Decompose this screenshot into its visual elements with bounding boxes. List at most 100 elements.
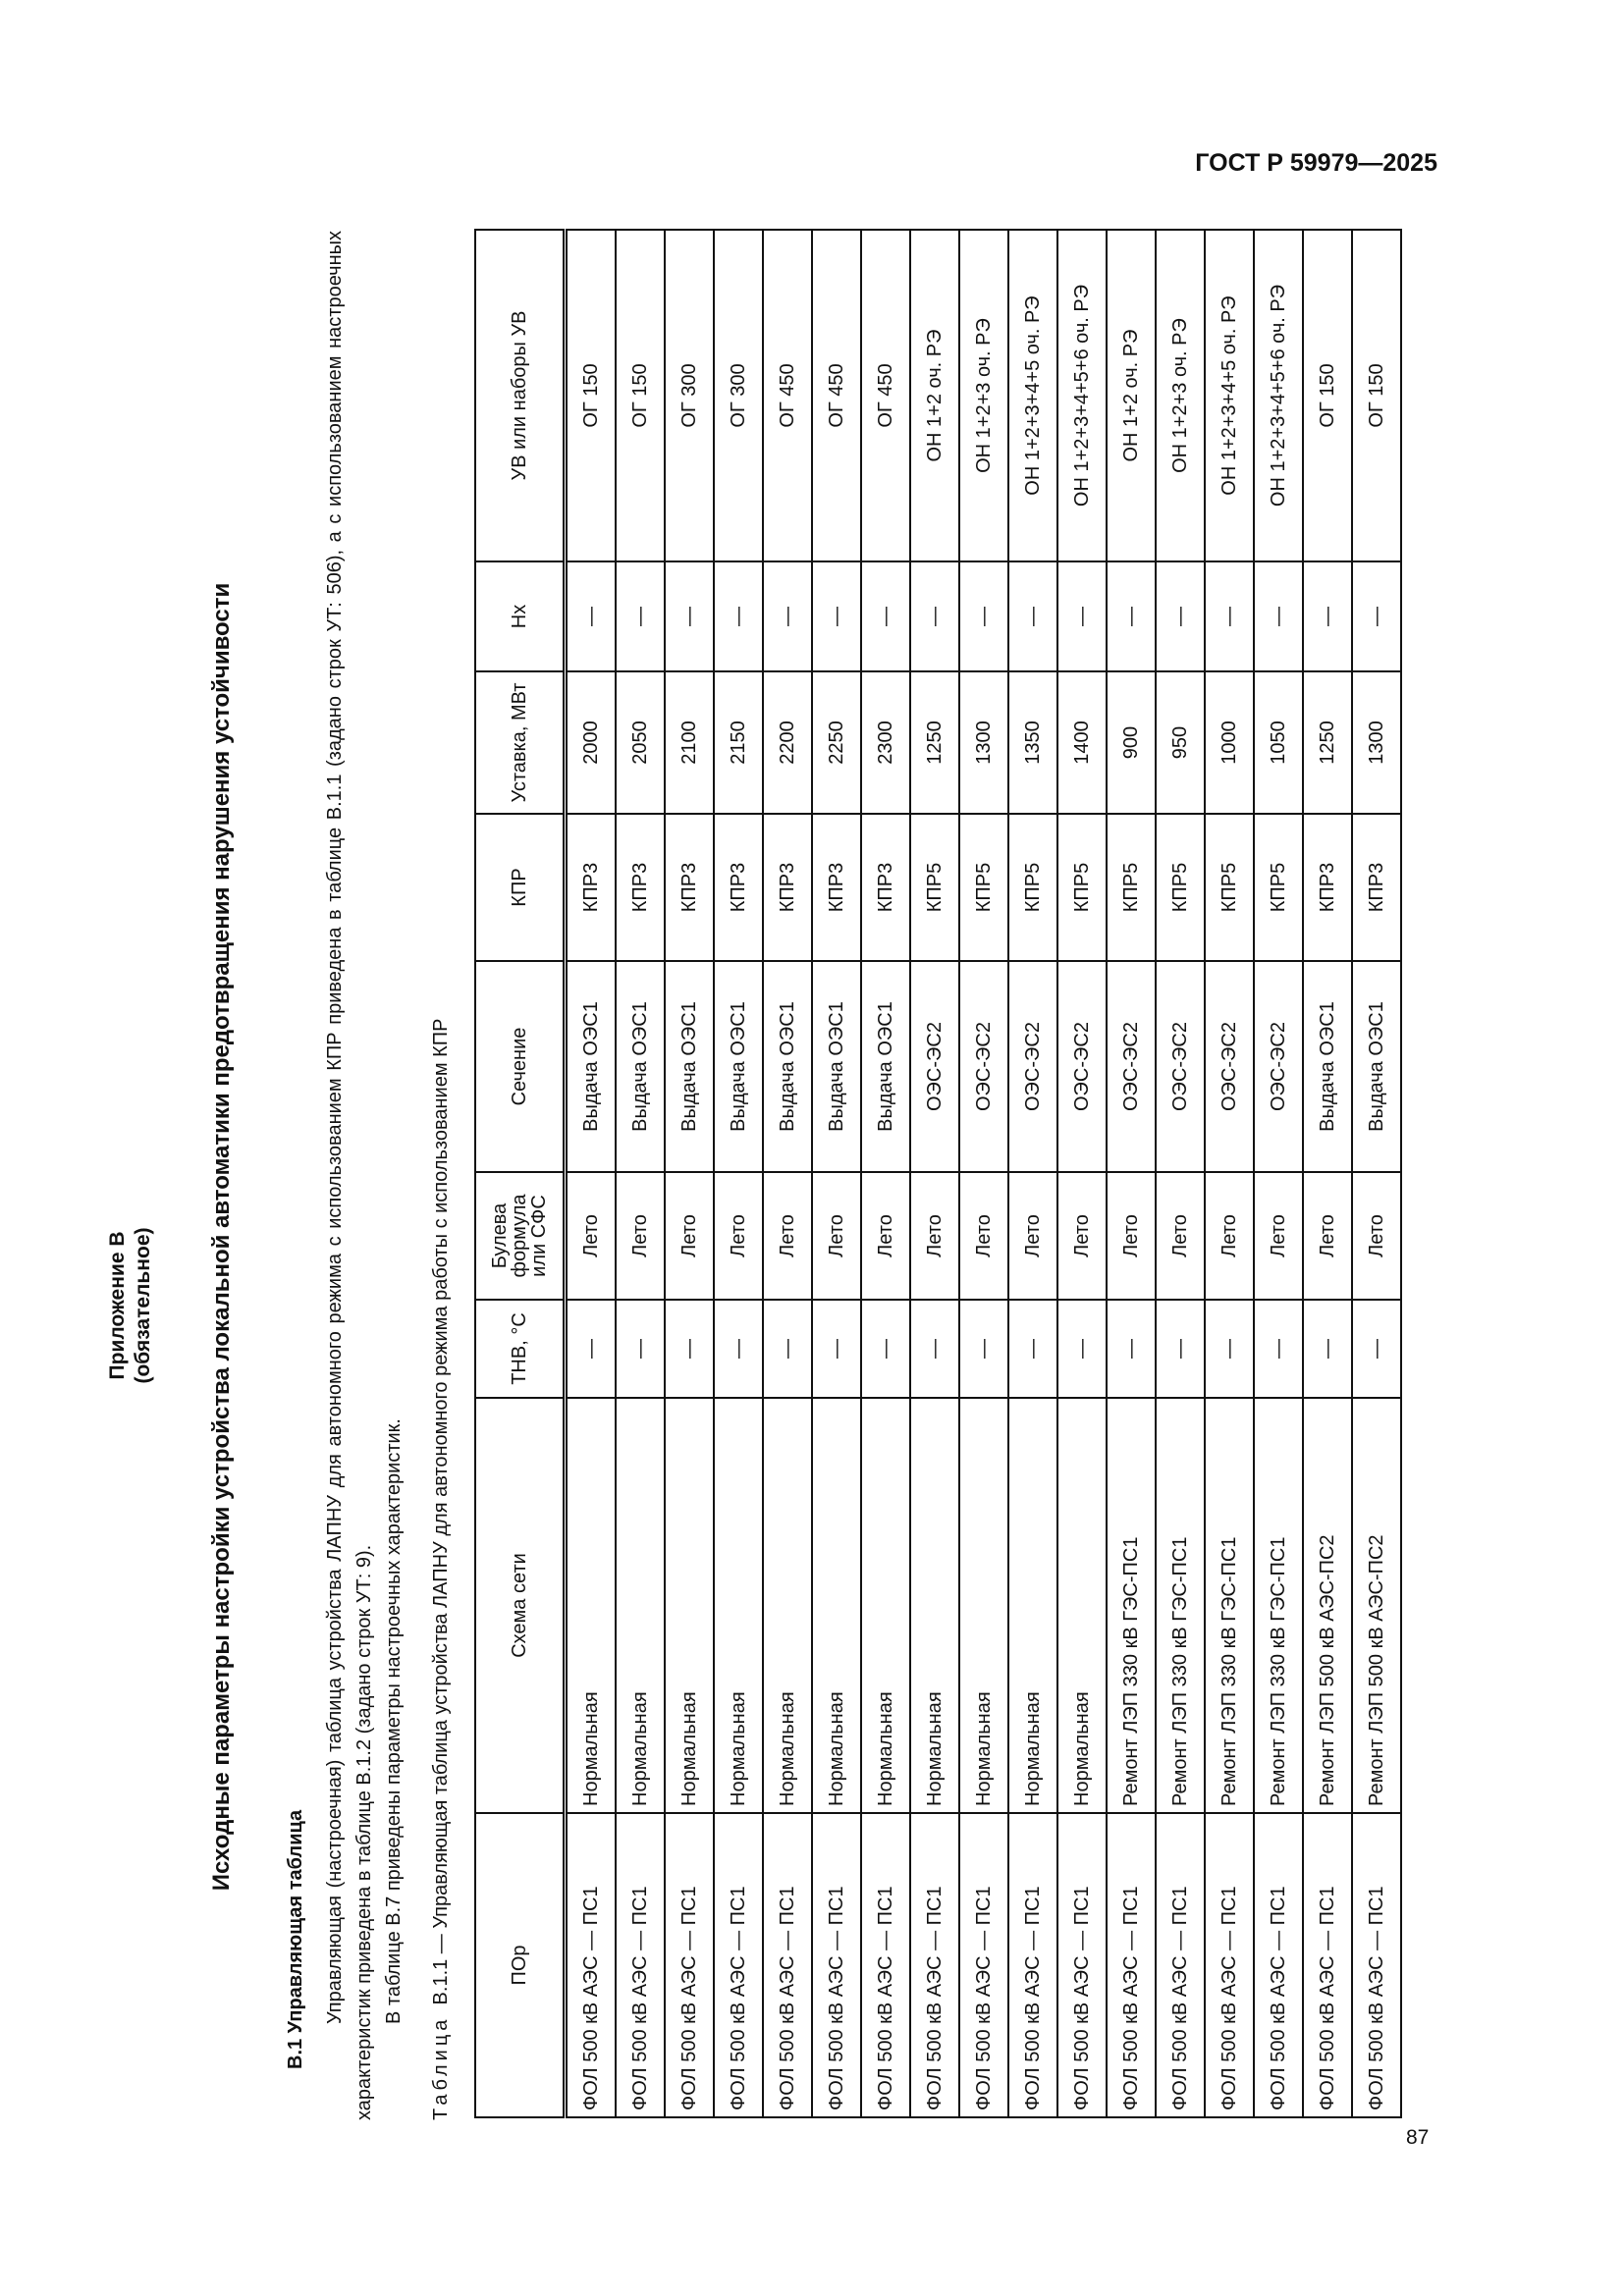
table-cell: 1050: [1254, 671, 1303, 814]
table-cell: КПР5: [1008, 814, 1057, 961]
column-header: Схема сети: [475, 1398, 566, 1813]
section-body: Управляющая (настроечная) таблица устрой…: [320, 231, 408, 2120]
main-title: Исходные параметры настройки устройства …: [208, 582, 235, 1892]
table-cell: Лето: [763, 1172, 812, 1300]
table-cell: —: [665, 1300, 714, 1398]
column-header: Сечение: [475, 961, 566, 1172]
paragraph: Управляющая (настроечная) таблица устрой…: [324, 231, 375, 2120]
table-row: ФОЛ 500 кВ АЭС — ПС1 Ремонт ЛЭП 330 кВ ГЭ…: [1254, 230, 1303, 2117]
table-cell: КПР3: [1352, 814, 1401, 961]
table-cell: ФОЛ 500 кВ АЭС — ПС1: [1352, 1813, 1401, 2117]
table-cell: Нормальная: [1057, 1398, 1107, 1813]
table-cell: —: [1303, 1300, 1352, 1398]
table-cell: ОН 1+2 оч. РЭ: [910, 230, 959, 561]
table-row: ФОЛ 500 кВ АЭС — ПС1 Ремонт ЛЭП 330 кВ ГЭ…: [1107, 230, 1156, 2117]
table-cell: Нормальная: [665, 1398, 714, 1813]
table-row: ФОЛ 500 кВ АЭС — ПС1 Нормальная — Лето ОЭС-Э…: [959, 230, 1008, 2117]
table-cell: ОН 1+2+3 оч. РЭ: [1156, 230, 1205, 561]
table-cell: Нормальная: [714, 1398, 763, 1813]
table-cell: КПР5: [1057, 814, 1107, 961]
table-cell: КПР5: [1254, 814, 1303, 961]
table-cell: ОН 1+2+3+4+5+6 оч. РЭ: [1254, 230, 1303, 561]
table-cell: ОГ 450: [812, 230, 861, 561]
table-cell: КПР3: [714, 814, 763, 961]
table-cell: —: [616, 1300, 665, 1398]
table-cell: 1350: [1008, 671, 1057, 814]
table-cell: КПР3: [812, 814, 861, 961]
caption-label: Таблица: [430, 2015, 452, 2120]
table-cell: КПР5: [959, 814, 1008, 961]
table-cell: КПР5: [1107, 814, 1156, 961]
table-cell: 2300: [861, 671, 910, 814]
table-cell: —: [1205, 561, 1254, 671]
table-cell: —: [1008, 561, 1057, 671]
table-row: ФОЛ 500 кВ АЭС — ПС1 Ремонт ЛЭП 500 кВ АЭ…: [1303, 230, 1352, 2117]
table-row: ФОЛ 500 кВ АЭС — ПС1 Нормальная — Лето Выдач…: [812, 230, 861, 2117]
table-cell: 1000: [1205, 671, 1254, 814]
table-cell: ФОЛ 500 кВ АЭС — ПС1: [1205, 1813, 1254, 2117]
paragraph: В таблице В.7 приведены параметры настро…: [383, 1418, 405, 2024]
table-cell: ФОЛ 500 кВ АЭС — ПС1: [1107, 1813, 1156, 2117]
table-cell: Ремонт ЛЭП 500 кВ АЭС-ПС2: [1352, 1398, 1401, 1813]
table-caption: Таблица В.1.1 — Управляющая таблица устр…: [430, 1018, 453, 2120]
section-heading: В.1 Управляющая таблица: [285, 1809, 306, 2069]
table-cell: Ремонт ЛЭП 330 кВ ГЭС-ПС1: [1156, 1398, 1205, 1813]
table-cell: —: [1352, 1300, 1401, 1398]
table-cell: Ремонт ЛЭП 330 кВ ГЭС-ПС1: [1205, 1398, 1254, 1813]
table-row: ФОЛ 500 кВ АЭС — ПС1 Нормальная — Лето Выдач…: [565, 230, 616, 2117]
table-cell: 2050: [616, 671, 665, 814]
table-cell: 1250: [910, 671, 959, 814]
table-cell: Нормальная: [565, 1398, 616, 1813]
column-header: КПР: [475, 814, 566, 961]
table-cell: Выдача ОЭС1: [1352, 961, 1401, 1172]
table-cell: ФОЛ 500 кВ АЭС — ПС1: [861, 1813, 910, 2117]
column-header: Нх: [475, 561, 566, 671]
table-cell: ОЭС-ЭС2: [1254, 961, 1303, 1172]
table-row: ФОЛ 500 кВ АЭС — ПС1 Нормальная — Лето Выдач…: [861, 230, 910, 2117]
table-cell: ФОЛ 500 кВ АЭС — ПС1: [1156, 1813, 1205, 2117]
table-cell: ФОЛ 500 кВ АЭС — ПС1: [763, 1813, 812, 2117]
page-number: 87: [1406, 2126, 1430, 2149]
table-cell: Выдача ОЭС1: [714, 961, 763, 1172]
column-header: УВ или наборы УВ: [475, 230, 566, 561]
table-cell: Нормальная: [616, 1398, 665, 1813]
table-cell: КПР3: [1303, 814, 1352, 961]
table-cell: Лето: [910, 1172, 959, 1300]
table-cell: Лето: [812, 1172, 861, 1300]
table-cell: —: [812, 1300, 861, 1398]
table-cell: ОГ 150: [1352, 230, 1401, 561]
standard-number: ГОСТ Р 59979—2025: [1195, 149, 1437, 177]
table-cell: —: [1156, 1300, 1205, 1398]
table-cell: —: [665, 561, 714, 671]
table-cell: ОН 1+2+3 оч. РЭ: [959, 230, 1008, 561]
table-cell: КПР3: [565, 814, 616, 961]
table-cell: КПР3: [763, 814, 812, 961]
table-cell: —: [1156, 561, 1205, 671]
table-cell: —: [1107, 1300, 1156, 1398]
table-cell: —: [910, 1300, 959, 1398]
caption-text: В.1.1 — Управляющая таблица устройства Л…: [430, 1018, 452, 2005]
table-cell: Выдача ОЭС1: [616, 961, 665, 1172]
table-cell: ФОЛ 500 кВ АЭС — ПС1: [1008, 1813, 1057, 2117]
table-cell: Лето: [565, 1172, 616, 1300]
table-row: ФОЛ 500 кВ АЭС — ПС1 Нормальная — Лето Выдач…: [763, 230, 812, 2117]
appendix-title: Приложение В: [106, 1231, 129, 1380]
table-cell: 1300: [1352, 671, 1401, 814]
table-cell: —: [714, 1300, 763, 1398]
table-row: ФОЛ 500 кВ АЭС — ПС1 Нормальная — Лето ОЭС-Э…: [1057, 230, 1107, 2117]
table-cell: КПР5: [1205, 814, 1254, 961]
table-row: ФОЛ 500 кВ АЭС — ПС1 Нормальная — Лето Выдач…: [616, 230, 665, 2117]
table-cell: Лето: [616, 1172, 665, 1300]
column-header: ТНВ, °С: [475, 1300, 566, 1398]
table-cell: Лето: [1107, 1172, 1156, 1300]
table-cell: —: [763, 561, 812, 671]
table-cell: 900: [1107, 671, 1156, 814]
table-cell: Лето: [861, 1172, 910, 1300]
table-cell: —: [1107, 561, 1156, 671]
table-cell: —: [714, 561, 763, 671]
table-cell: Нормальная: [910, 1398, 959, 1813]
table-cell: Ремонт ЛЭП 330 кВ ГЭС-ПС1: [1254, 1398, 1303, 1813]
table-cell: ОЭС-ЭС2: [959, 961, 1008, 1172]
table-cell: ОГ 450: [763, 230, 812, 561]
table-cell: КПР3: [665, 814, 714, 961]
